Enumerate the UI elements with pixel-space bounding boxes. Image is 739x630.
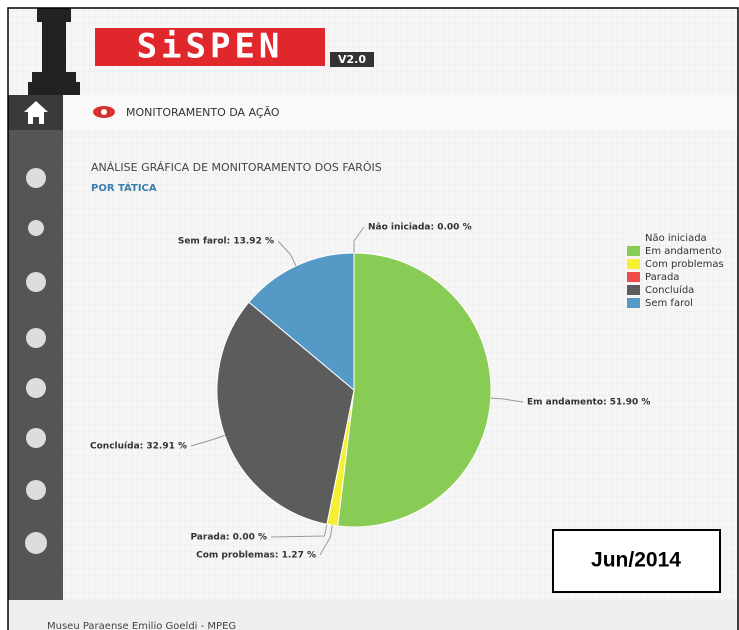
- footer: Museu Paraense Emilio Goeldi - MPEG: [47, 621, 236, 630]
- logo-plate: [95, 28, 325, 66]
- leader-line: [270, 524, 328, 538]
- home-icon[interactable]: [24, 101, 48, 124]
- legend-swatch: [627, 246, 640, 256]
- version: V2.0: [338, 53, 366, 66]
- data-label: Parada: 0.00 %: [190, 533, 267, 543]
- legend-swatch: [627, 233, 640, 243]
- legend-label: Sem farol: [645, 298, 693, 309]
- legend-swatch: [627, 285, 640, 295]
- legend-label: Com problemas: [645, 259, 724, 270]
- annotation: Jun/2014: [591, 549, 681, 572]
- pie-slice: [337, 252, 492, 528]
- brain-icon[interactable]: [26, 328, 46, 348]
- legend-label: Parada: [645, 272, 679, 283]
- legend-swatch: [627, 272, 640, 282]
- clip-icon[interactable]: [26, 428, 46, 448]
- legend-swatch: [627, 259, 640, 269]
- leader-line: [190, 434, 225, 447]
- data-label: Com problemas: 1.27 %: [196, 551, 316, 561]
- users-icon[interactable]: [26, 378, 46, 398]
- leader-line: [353, 226, 365, 253]
- logo-text: SiSPEN: [137, 27, 284, 67]
- section-bar: [63, 95, 738, 130]
- pie-chart: Não iniciada: 0.00 % Em andamento: 51.90 …: [90, 223, 724, 561]
- chart-subtitle: POR TÁTICA: [91, 181, 157, 194]
- leader-line: [319, 525, 333, 556]
- strategy-icon[interactable]: [26, 272, 46, 292]
- print-icon[interactable]: [26, 480, 46, 500]
- legend-label: Não iniciada: [645, 233, 707, 244]
- data-label: Em andamento: 51.90 %: [527, 398, 650, 408]
- section-title: MONITORAMENTO DA AÇÃO: [126, 106, 280, 119]
- legend-label: Concluída: [645, 284, 694, 296]
- data-label: Concluída: 32.91 %: [90, 442, 187, 452]
- info-icon[interactable]: [25, 532, 47, 554]
- data-label: Não iniciada: 0.00 %: [368, 223, 472, 233]
- chart-title: ANÁLISE GRÁFICA DE MONITORAMENTO DOS FAR…: [91, 161, 382, 174]
- footer-bar: [8, 600, 738, 630]
- data-label: Sem farol: 13.92 %: [178, 237, 274, 247]
- pie-slice: [248, 252, 355, 392]
- version-plate: [330, 52, 374, 67]
- annotation-box: [552, 529, 721, 593]
- rook-logo: [28, 8, 80, 95]
- leader-line: [277, 240, 297, 267]
- frame: [7, 7, 739, 630]
- legend-label: Em andamento: [645, 246, 721, 257]
- knight-icon[interactable]: [26, 168, 46, 188]
- leader-line: [490, 397, 524, 403]
- eye-pupil: [101, 109, 107, 115]
- legend-swatch: [627, 298, 640, 308]
- pawn-icon[interactable]: [28, 220, 44, 236]
